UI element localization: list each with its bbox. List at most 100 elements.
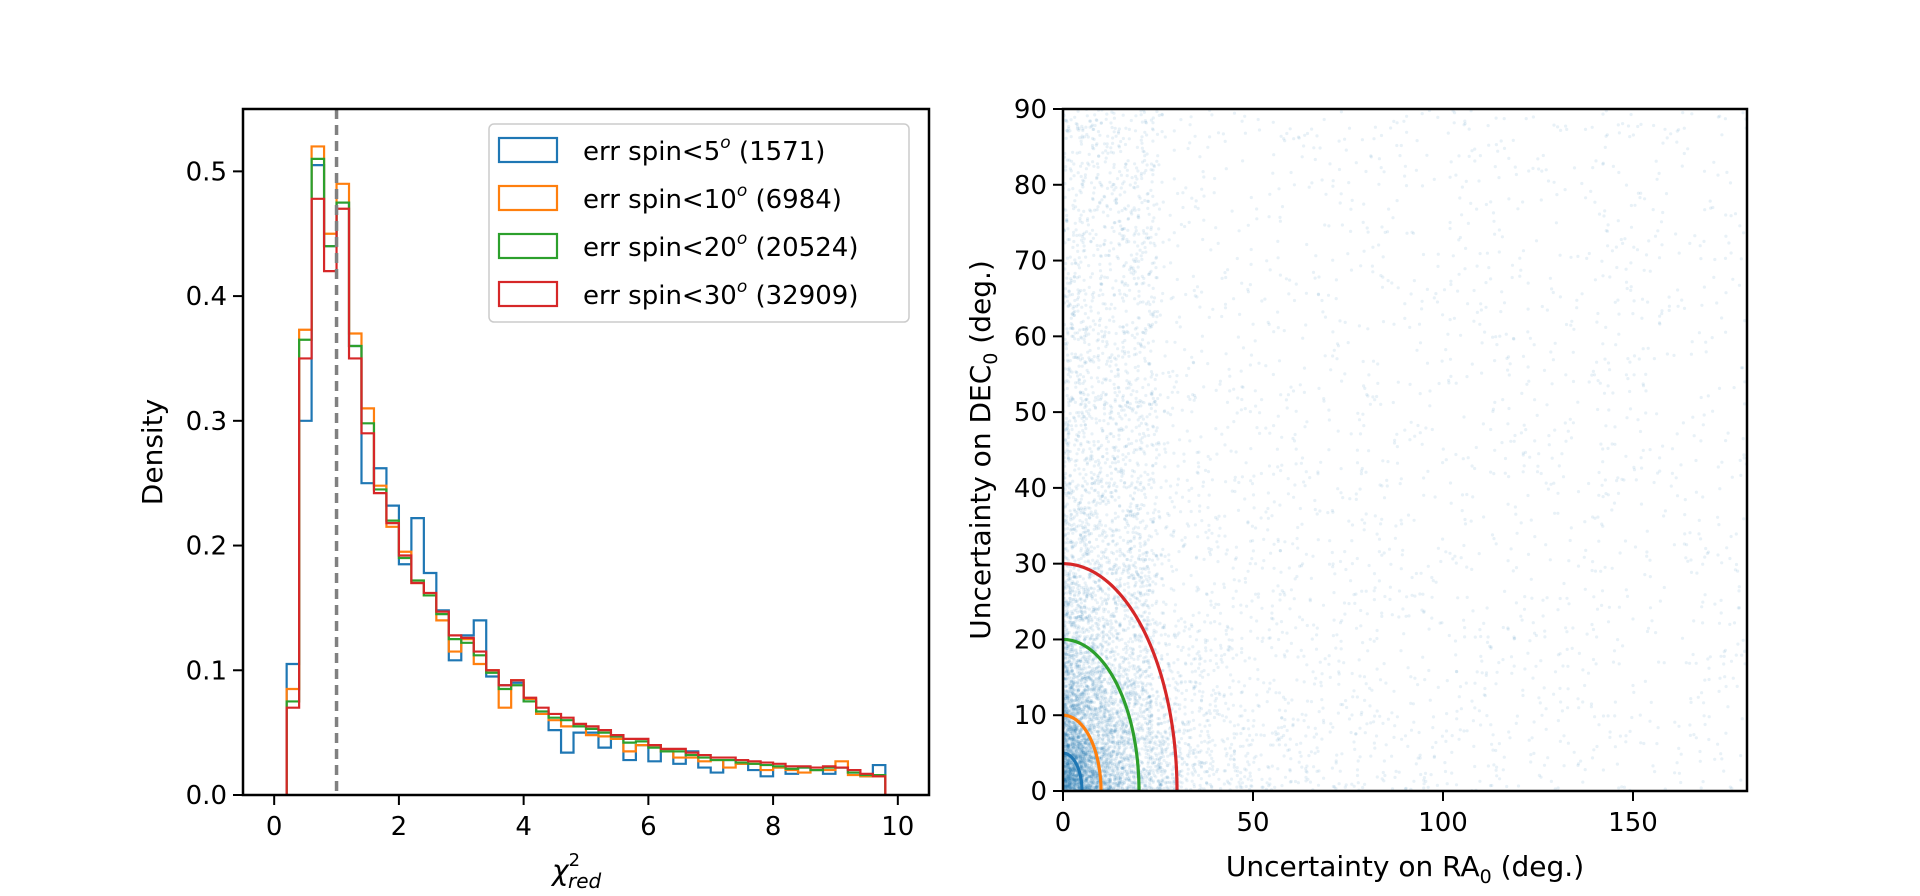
scatter-point [1212,582,1217,586]
scatter-point [1238,785,1243,789]
scatter-point [1121,750,1126,754]
scatter-point [1127,354,1131,358]
scatter-point [1317,386,1321,390]
scatter-point [1101,635,1105,639]
scatter-point [1120,296,1125,300]
scatter-point [1246,751,1250,756]
scatter-point [1278,219,1282,223]
scatter-point [1410,575,1414,580]
histogram-y-ticks: 0.00.10.20.30.40.5 [186,157,243,811]
scatter-point [1130,176,1134,180]
scatter-point [1135,390,1139,394]
scatter-point [1187,653,1191,657]
scatter-point [1686,559,1690,563]
scatter-point [1080,671,1084,676]
scatter-point [1071,580,1075,584]
scatter-point [1206,506,1210,510]
scatter-point [1685,543,1689,547]
scatter-point [1331,784,1335,789]
scatter-point [1665,352,1669,356]
scatter-point [1375,394,1379,399]
scatter-point [1132,657,1136,662]
scatter-point [1350,713,1354,717]
scatter-point [1136,740,1141,744]
scatter-point [1072,688,1076,692]
scatter-point [1213,709,1217,713]
scatter-point [1435,300,1440,304]
scatter-point [1248,774,1252,778]
scatter-point [1201,690,1205,694]
scatter-point [1098,578,1102,582]
scatter-point [1187,366,1191,370]
scatter-point [1123,190,1127,194]
scatter-point [1724,684,1728,689]
scatter-point [1424,779,1428,784]
scatter-point [1172,451,1176,455]
scatter-point [1126,771,1130,775]
scatter-point [1278,273,1282,277]
scatter-point [1296,655,1300,659]
scatter-point [1544,543,1548,547]
scatter-point [1421,592,1425,596]
scatter-point [1281,695,1286,699]
scatter-point [1182,452,1186,456]
scatter-point [1118,623,1122,627]
scatter-point [1155,553,1159,558]
scatter-point [1121,453,1125,457]
scatter-point [1681,111,1685,115]
scatter-point [1232,749,1236,753]
scatter-point [1095,734,1099,738]
scatter-point [1113,511,1117,515]
scatter-point [1106,772,1110,776]
scatter-point [1114,186,1118,190]
scatter-point [1103,592,1108,596]
scatter-point [1347,602,1351,606]
scatter-point [1079,766,1083,771]
scatter-point [1249,195,1253,200]
scatter-point [1078,696,1082,700]
scatter-point [1075,684,1079,688]
scatter-point [1119,759,1123,764]
scatter-point [1134,259,1138,263]
scatter-point [1395,445,1399,449]
scatter-point [1523,667,1527,671]
scatter-point [1155,202,1159,206]
scatter-point [1064,650,1068,654]
scatter-point [1098,419,1102,423]
scatter-point [1484,673,1488,678]
scatter-point [1235,773,1239,778]
scatter-point [1109,619,1113,623]
scatter-point [1615,479,1619,483]
scatter-point [1531,676,1535,680]
scatter-point [1203,620,1207,624]
scatter-point [1381,275,1385,279]
scatter-point [1320,737,1324,741]
scatter-point [1364,512,1368,516]
scatter-point [1403,316,1407,320]
scatter-point [1401,607,1405,611]
scatter-point [1475,670,1479,674]
scatter-point [1703,208,1707,212]
scatter-point [1174,380,1178,384]
scatter-point [1130,409,1135,413]
scatter-point [1568,417,1572,421]
scatter-point [1097,380,1101,384]
scatter-point [1067,729,1071,733]
scatter-point [1141,584,1145,588]
scatter-point [1512,439,1516,443]
scatter-point [1699,257,1703,261]
scatter-point [1254,733,1258,737]
scatter-point [1223,306,1228,310]
scatter-point [1130,759,1134,763]
scatter-point [1514,601,1518,605]
scatter-point [1090,385,1094,389]
scatter-point [1123,462,1128,466]
scatter-point [1352,593,1356,597]
scatter-point [1172,702,1176,706]
scatter-point [1119,186,1123,190]
scatter-point [1255,217,1259,221]
scatter-point [1264,510,1268,514]
scatter-point [1662,585,1666,590]
scatter-point [1112,456,1116,460]
scatter-point [1108,355,1113,359]
